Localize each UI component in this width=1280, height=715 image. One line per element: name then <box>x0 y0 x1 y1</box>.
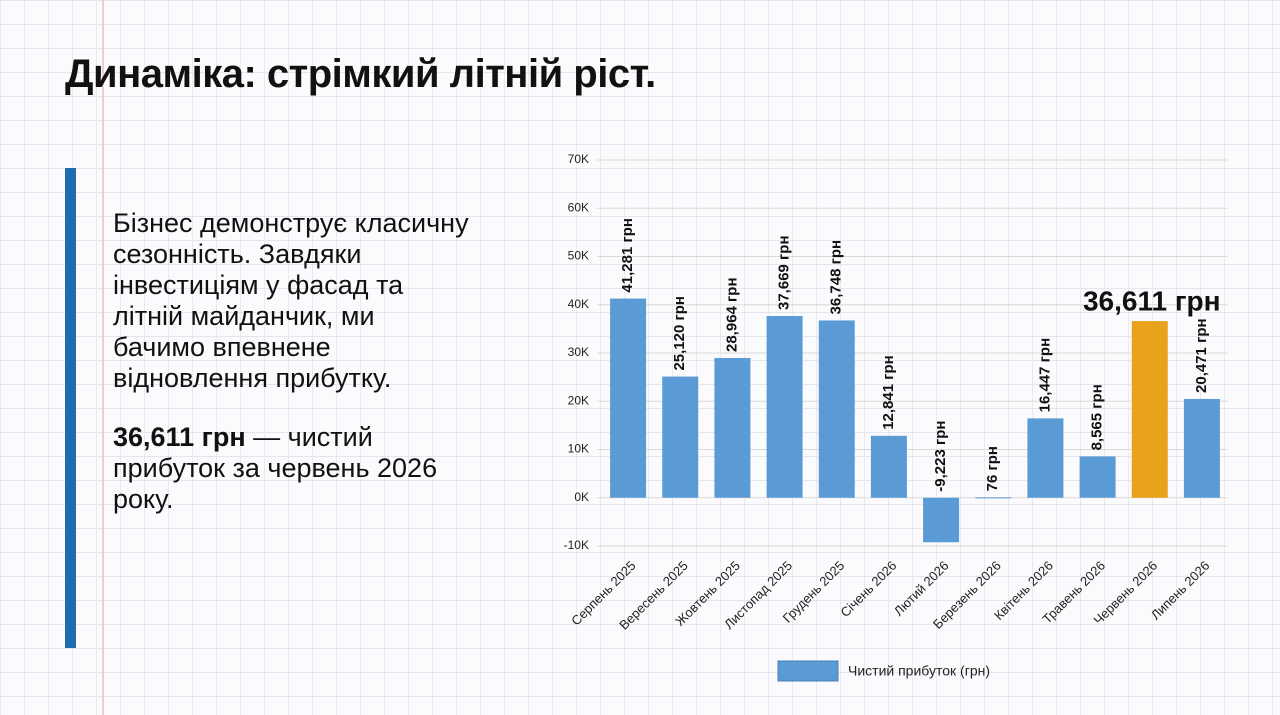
y-tick-label: 20K <box>568 393 589 407</box>
bar <box>662 376 699 498</box>
y-tick-label: 40K <box>568 297 589 311</box>
value-label: 12,841 грн <box>880 355 897 430</box>
y-tick-label: 50K <box>568 249 589 263</box>
highlight: 36,611 грн <box>113 422 246 452</box>
y-tick-label: 10K <box>568 442 589 456</box>
highlight-paragraph: 36,611 грн — чистий прибуток за червень … <box>113 422 473 515</box>
bar <box>1131 321 1168 498</box>
value-label: 41,281 грн <box>619 218 636 293</box>
bar <box>766 315 803 498</box>
legend-label: Чистий прибуток (грн) <box>848 663 990 679</box>
value-label: -9,223 грн <box>932 421 949 492</box>
value-label: 16,447 грн <box>1036 338 1053 413</box>
x-tick-label: Січень 2026 <box>837 558 899 620</box>
y-tick-label: 70K <box>568 152 589 166</box>
accent-bar <box>65 168 76 648</box>
bar <box>714 357 751 498</box>
y-tick-label: 60K <box>568 200 589 214</box>
slide-title: Динаміка: стрімкий літній ріст. <box>65 52 656 96</box>
legend-swatch <box>777 660 839 682</box>
value-label: 36,611 грн <box>1083 285 1221 316</box>
bar <box>610 298 647 498</box>
bar <box>818 320 855 498</box>
y-tick-label: -10K <box>564 538 589 552</box>
highlight-rest: — чистий прибуток за червень 2026 року. <box>113 422 438 514</box>
bar <box>1183 398 1220 498</box>
bar <box>975 497 1012 499</box>
text-block: Бізнес демонструє класичну сезонність. З… <box>113 208 473 543</box>
paragraph: Бізнес демонструє класичну сезонність. З… <box>113 208 469 393</box>
value-label: 20,471 грн <box>1193 318 1210 393</box>
bar <box>1027 418 1064 498</box>
y-tick-label: 0K <box>574 490 589 504</box>
bar <box>923 497 960 543</box>
value-label: 28,964 грн <box>723 277 740 352</box>
value-label: 25,120 грн <box>671 296 688 371</box>
value-label: 37,669 грн <box>776 235 793 310</box>
y-tick-label: 30K <box>568 345 589 359</box>
value-label: 36,748 грн <box>828 240 845 315</box>
value-label: 8,565 грн <box>1089 384 1106 450</box>
bar <box>870 435 907 498</box>
value-label: 76 грн <box>984 446 1001 491</box>
bar <box>1079 456 1116 498</box>
